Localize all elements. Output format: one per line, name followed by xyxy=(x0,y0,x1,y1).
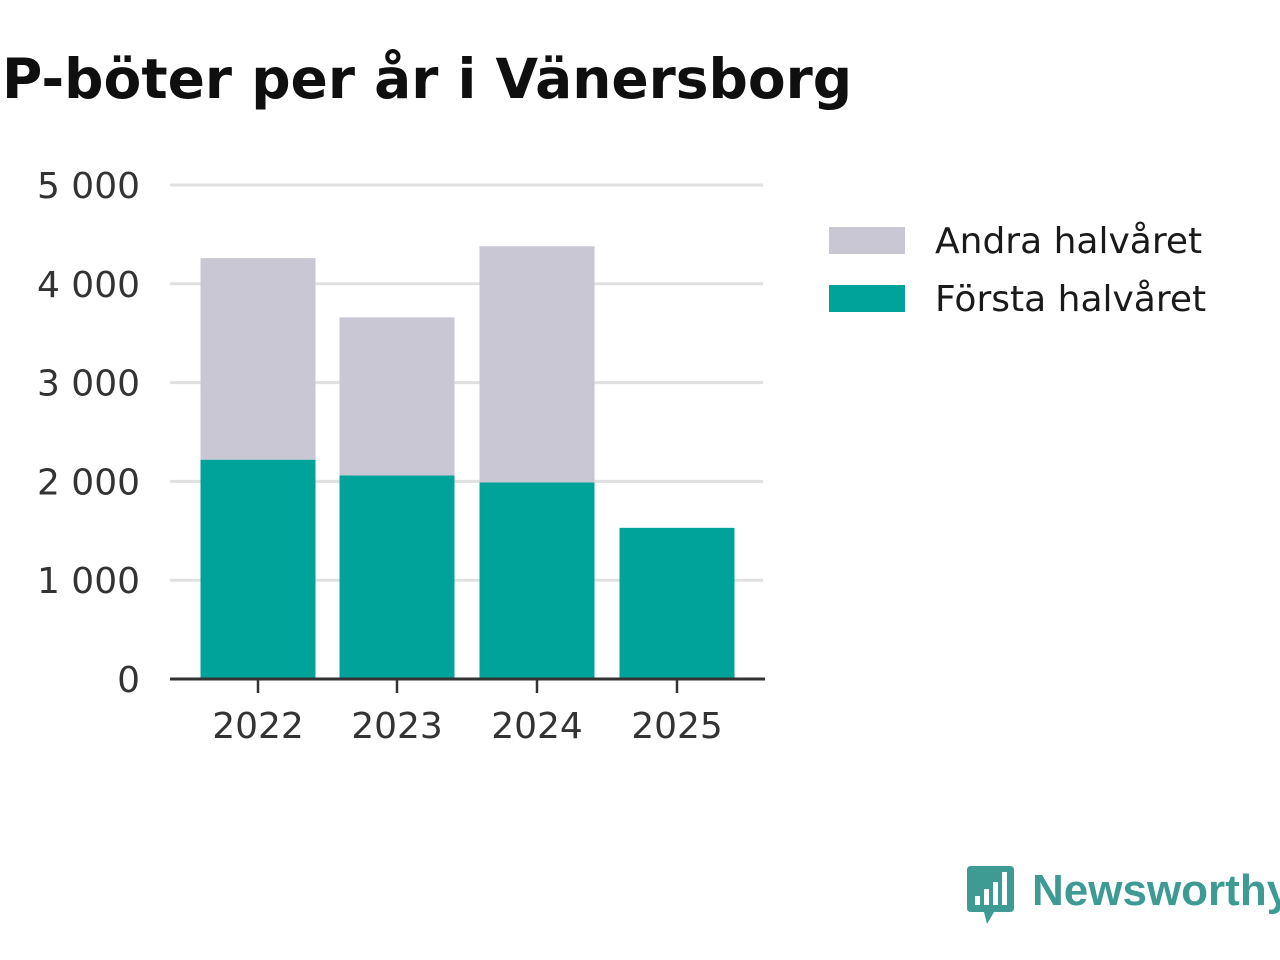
bars xyxy=(200,246,735,679)
bar-segment xyxy=(339,475,455,679)
bar-segment xyxy=(200,258,316,460)
y-tick-label: 1 000 xyxy=(37,561,140,602)
brand-logo: Newsworthy xyxy=(967,866,1280,924)
x-tick-label: 2024 xyxy=(491,706,583,747)
y-tick-label: 4 000 xyxy=(37,265,140,306)
y-tick-label: 0 xyxy=(117,660,140,701)
y-tick-label: 2 000 xyxy=(37,462,140,503)
bar-segment xyxy=(619,527,735,679)
y-tick-label: 5 000 xyxy=(37,166,140,207)
x-tick-label: 2025 xyxy=(631,706,723,747)
legend: Andra halvåret Första halvåret xyxy=(829,221,1206,320)
legend-label: Andra halvåret xyxy=(935,221,1202,262)
bar-segment xyxy=(479,482,595,679)
legend-label: Första halvåret xyxy=(935,279,1206,320)
x-tick-label: 2023 xyxy=(351,706,443,747)
brand-name: Newsworthy xyxy=(1032,866,1280,915)
x-tick-label: 2022 xyxy=(212,706,304,747)
newsworthy-logo-icon xyxy=(967,866,1014,924)
y-tick-label: 3 000 xyxy=(37,364,140,405)
bar-segment xyxy=(479,246,595,483)
legend-swatch xyxy=(829,227,905,254)
bar-segment xyxy=(200,459,316,679)
legend-swatch xyxy=(829,285,905,312)
bar-segment xyxy=(339,317,455,476)
axes: 0 1 000 2 000 3 000 4 000 5 000 2022 2023 2024 20… xyxy=(37,166,765,747)
chart-title: P-böter per år i Vänersborg xyxy=(2,47,852,111)
